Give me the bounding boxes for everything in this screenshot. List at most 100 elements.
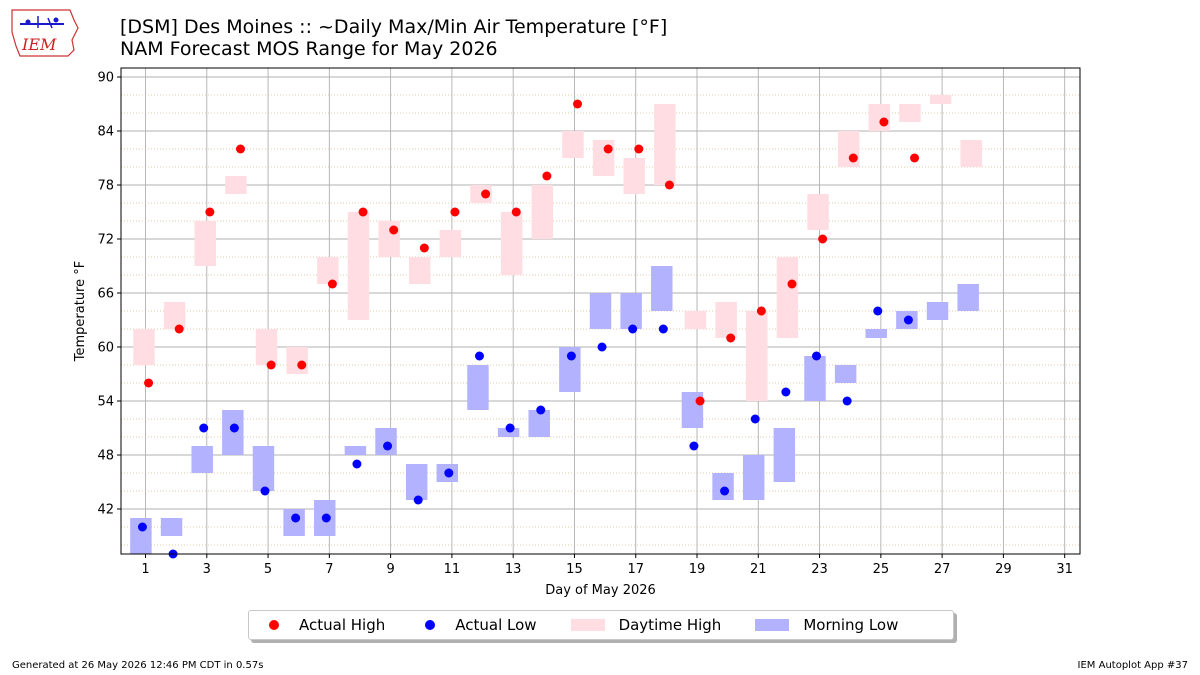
actual-high-point (297, 360, 307, 370)
morning-low-bar (528, 410, 550, 437)
actual-low-point (536, 405, 546, 415)
daytime-high-bar (439, 230, 462, 257)
legend-daytime-high-label: Daytime High (618, 616, 722, 634)
daytime-high-bar (807, 194, 829, 230)
actual-low-point (628, 324, 638, 334)
x-tick-label: 11 (444, 562, 461, 577)
actual-high-point (756, 306, 766, 316)
morning-low-bar (834, 365, 857, 383)
daytime-high-bar (531, 185, 554, 239)
daytime-high-bar (623, 158, 645, 194)
actual-low-marker (425, 620, 436, 630)
actual-high-point (327, 279, 337, 289)
x-tick-label: 31 (1056, 562, 1073, 577)
actual-low-point (352, 459, 362, 469)
daytime-high-bar (929, 95, 952, 104)
actual-low-point (903, 315, 913, 325)
x-tick-label: 19 (689, 562, 706, 577)
morning-low-bar (191, 446, 213, 473)
actual-low-point (689, 441, 699, 451)
y-tick-label: 90 (97, 71, 114, 86)
actual-low-point (812, 351, 822, 361)
x-axis-label: Day of May 2026 (545, 583, 656, 598)
daytime-high-bar (746, 311, 768, 401)
actual-low-point (229, 423, 239, 433)
x-tick-label: 27 (934, 562, 951, 577)
actual-high-point (542, 171, 552, 181)
daytime-high-bar (378, 221, 400, 257)
actual-high-point (879, 117, 889, 127)
actual-high-point (511, 207, 521, 217)
morning-low-marker (755, 619, 790, 631)
y-tick-label: 72 (97, 233, 114, 248)
daytime-high-bar (899, 104, 921, 122)
x-tick-label: 7 (325, 562, 333, 577)
x-tick-label: 5 (264, 562, 272, 577)
actual-low-point (137, 522, 147, 532)
actual-high-point (266, 360, 276, 370)
actual-high-point (818, 234, 828, 244)
morning-low-bar (467, 365, 489, 410)
x-tick-label: 15 (566, 562, 583, 577)
daytime-high-bar (163, 302, 186, 329)
actual-high-point (573, 99, 583, 109)
chart-legend: Actual High Actual Low Daytime High Morn… (248, 610, 954, 640)
morning-low-bar (804, 356, 826, 401)
actual-points (137, 99, 920, 559)
plot-frame (120, 67, 1081, 555)
actual-high-point (205, 207, 215, 217)
y-tick-label: 66 (97, 287, 114, 302)
x-tick-label: 21 (750, 562, 767, 577)
morning-low-bar (252, 446, 275, 491)
actual-high-point (174, 324, 184, 334)
legend-daytime-high: Daytime High (570, 616, 722, 634)
morning-low-bar (283, 509, 305, 536)
daytime-high-bar (684, 311, 707, 329)
actual-low-point (505, 423, 515, 433)
morning-low-bar (497, 428, 520, 437)
x-tick-label: 25 (873, 562, 890, 577)
morning-low-bar (589, 293, 612, 329)
y-axis-label: Temperature °F (73, 261, 88, 362)
morning-low-bar (957, 284, 979, 311)
legend-actual-low: Actual Low (419, 616, 537, 634)
title-line-1: [DSM] Des Moines :: ~Daily Max/Min Air T… (120, 16, 668, 38)
actual-high-point (235, 144, 245, 154)
actual-high-point (910, 153, 920, 163)
y-tick-label: 84 (97, 125, 114, 140)
actual-high-point (144, 378, 154, 388)
range-bars (130, 95, 982, 554)
actual-high-point (848, 153, 858, 163)
morning-low-bar (344, 446, 367, 455)
actual-low-point (260, 486, 270, 496)
actual-high-point (603, 144, 613, 154)
daytime-high-bar (286, 347, 308, 374)
morning-low-bar (222, 410, 244, 455)
x-tick-label: 3 (203, 562, 211, 577)
x-tick-label: 9 (386, 562, 394, 577)
morning-low-bar (742, 455, 765, 500)
daytime-high-bar (347, 212, 370, 320)
actual-high-point (389, 225, 399, 235)
app-credit: IEM Autoplot App #37 (1077, 660, 1188, 671)
actual-low-point (199, 423, 209, 433)
x-tick-label: 13 (505, 562, 522, 577)
x-tick-label: 1 (141, 562, 149, 577)
x-tick-label: 17 (627, 562, 644, 577)
daytime-high-bar (960, 140, 982, 167)
daytime-high-bar (470, 185, 492, 203)
title-line-2: NAM Forecast MOS Range for May 2026 (120, 38, 498, 60)
actual-low-point (474, 351, 484, 361)
actual-high-marker (269, 620, 279, 630)
legend-morning-low: Morning Low (755, 616, 898, 634)
morning-low-bar (651, 266, 673, 311)
daytime-high-bar (133, 329, 155, 365)
actual-high-point (695, 396, 705, 406)
actual-low-point (444, 468, 454, 478)
actual-high-point (664, 180, 674, 190)
actual-high-point (358, 207, 368, 217)
morning-low-bar (405, 464, 428, 500)
legend-actual-high: Actual High (263, 616, 385, 634)
daytime-high-bar (562, 131, 584, 158)
